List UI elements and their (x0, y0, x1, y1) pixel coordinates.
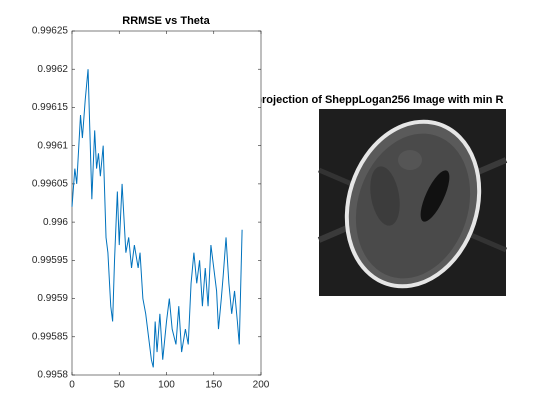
y-tick-label: 0.99625 (32, 26, 69, 37)
phantom-image (317, 109, 508, 296)
top-ellipse (398, 150, 422, 170)
y-tick-label: 0.99595 (32, 255, 69, 266)
y-tick-label: 0.9958 (37, 370, 68, 381)
x-tick-label: 0 (69, 380, 75, 391)
y-tick-label: 0.996 (43, 217, 68, 228)
y-tick-label: 0.9959 (37, 293, 68, 304)
y-tick-label: 0.9962 (37, 64, 68, 75)
image-title: Backprojection of SheppLogan256 Image wi… (229, 94, 503, 106)
x-tick-label: 200 (253, 380, 270, 391)
right-ellipse (420, 170, 450, 222)
left-ellipse (370, 166, 400, 226)
y-tick-label: 0.99605 (32, 179, 69, 190)
y-tick-label: 0.9961 (37, 140, 68, 151)
y-tick-label: 0.99615 (32, 102, 69, 113)
chart-title: RRMSE vs Theta (122, 15, 210, 27)
x-tick-label: 150 (205, 380, 222, 391)
y-tick-label: 0.99585 (32, 331, 69, 342)
x-tick-label: 100 (158, 380, 175, 391)
data-line (71, 69, 243, 368)
x-tick-label: 50 (114, 380, 126, 391)
